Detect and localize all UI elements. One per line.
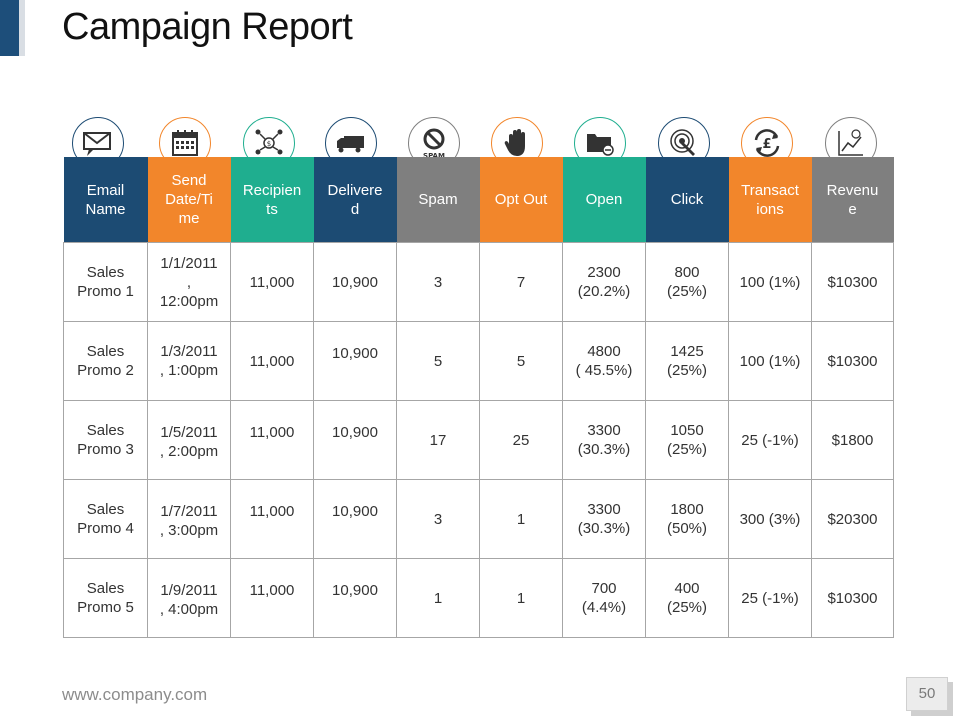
header-email-name: Email Name xyxy=(63,157,148,243)
cell-revenue: $10300 xyxy=(811,321,894,401)
cell-delivered: 10,900 xyxy=(313,400,397,480)
cell-opt-out: 5 xyxy=(479,321,563,401)
header-click: Click xyxy=(645,157,729,243)
cell-recipients: 11,000 xyxy=(230,400,314,480)
cell-email-name: Sales Promo 3 xyxy=(63,400,148,480)
cell-open: 3300 (30.3%) xyxy=(562,479,646,559)
cell-opt-out: 25 xyxy=(479,400,563,480)
page-title: Campaign Report xyxy=(62,6,353,48)
cell-email-name: Sales Promo 5 xyxy=(63,558,148,638)
cell-email-name: Sales Promo 2 xyxy=(63,321,148,401)
cell-transactions: 25 (-1%) xyxy=(728,400,812,480)
cell-spam: 3 xyxy=(396,242,480,322)
cell-opt-out: 7 xyxy=(479,242,563,322)
cell-revenue: $10300 xyxy=(811,242,894,322)
cell-open: 3300 (30.3%) xyxy=(562,400,646,480)
table-row: Sales Promo 5 1/9/2011 , 4:00pm 11,000 1… xyxy=(63,558,894,638)
header-recipients: Recipien ts xyxy=(230,157,314,243)
cell-send-date-time: 1/9/2011 , 4:00pm xyxy=(147,558,231,638)
cell-revenue: $1800 xyxy=(811,400,894,480)
cell-spam: 17 xyxy=(396,400,480,480)
svg-text:$: $ xyxy=(267,140,271,148)
header-spam: Spam xyxy=(396,157,480,243)
cell-opt-out: 1 xyxy=(479,479,563,559)
footer-url[interactable]: www.company.com xyxy=(62,685,208,704)
cell-revenue: $10300 xyxy=(811,558,894,638)
cell-click: 1800 (50%) xyxy=(645,479,729,559)
cell-delivered: 10,900 xyxy=(313,479,397,559)
cell-click: 1050 (25%) xyxy=(645,400,729,480)
cell-recipients: 11,000 xyxy=(230,558,314,638)
cell-click: 1425 (25%) xyxy=(645,321,729,401)
campaign-report-table: Email Name Send Date/Ti me Recipien ts D… xyxy=(63,157,894,638)
svg-text:SPAM: SPAM xyxy=(423,152,445,160)
cell-recipients: 11,000 xyxy=(230,479,314,559)
cell-revenue: $20300 xyxy=(811,479,894,559)
cell-send-date-time: 1/5/2011 , 2:00pm xyxy=(147,400,231,480)
cell-transactions: 300 (3%) xyxy=(728,479,812,559)
table-row: Sales Promo 1 1/1/2011 , 12:00pm 11,000 … xyxy=(63,242,894,322)
cell-recipients: 11,000 xyxy=(230,242,314,322)
cell-spam: 5 xyxy=(396,321,480,401)
title-accent-bar-light xyxy=(19,0,25,56)
svg-text:£: £ xyxy=(762,137,771,152)
table-row: Sales Promo 4 1/7/2011 , 3:00pm 11,000 1… xyxy=(63,479,894,559)
cell-spam: 1 xyxy=(396,558,480,638)
cell-transactions: 25 (-1%) xyxy=(728,558,812,638)
cell-send-date-time: 1/7/2011 , 3:00pm xyxy=(147,479,231,559)
header-opt-out: Opt Out xyxy=(479,157,563,243)
cell-open: 700 (4.4%) xyxy=(562,558,646,638)
header-revenue: Revenu e xyxy=(811,157,894,243)
cell-send-date-time: 1/3/2011 , 1:00pm xyxy=(147,321,231,401)
cell-opt-out: 1 xyxy=(479,558,563,638)
header-send-date-time: Send Date/Ti me xyxy=(147,157,231,243)
cell-click: 400 (25%) xyxy=(645,558,729,638)
cell-email-name: Sales Promo 1 xyxy=(63,242,148,322)
cell-email-name: Sales Promo 4 xyxy=(63,479,148,559)
cell-click: 800 (25%) xyxy=(645,242,729,322)
cell-transactions: 100 (1%) xyxy=(728,321,812,401)
cell-send-date-time: 1/1/2011 , 12:00pm xyxy=(147,242,231,322)
cell-open: 2300 (20.2%) xyxy=(562,242,646,322)
cell-transactions: 100 (1%) xyxy=(728,242,812,322)
title-accent-bar xyxy=(0,0,19,56)
header-open: Open xyxy=(562,157,646,243)
cell-spam: 3 xyxy=(396,479,480,559)
table-row: Sales Promo 2 1/3/2011 , 1:00pm 11,000 1… xyxy=(63,321,894,401)
header-transactions: Transact ions xyxy=(728,157,812,243)
cell-open: 4800 ( 45.5%) xyxy=(562,321,646,401)
cell-recipients: 11,000 xyxy=(230,321,314,401)
header-delivered: Delivere d xyxy=(313,157,397,243)
page-number: 50 xyxy=(906,677,948,711)
cell-delivered: 10,900 xyxy=(313,242,397,322)
table-row: Sales Promo 3 1/5/2011 , 2:00pm 11,000 1… xyxy=(63,400,894,480)
cell-delivered: 10,900 xyxy=(313,558,397,638)
table-header-row: Email Name Send Date/Ti me Recipien ts D… xyxy=(63,157,894,243)
cell-delivered: 10,900 xyxy=(313,321,397,401)
